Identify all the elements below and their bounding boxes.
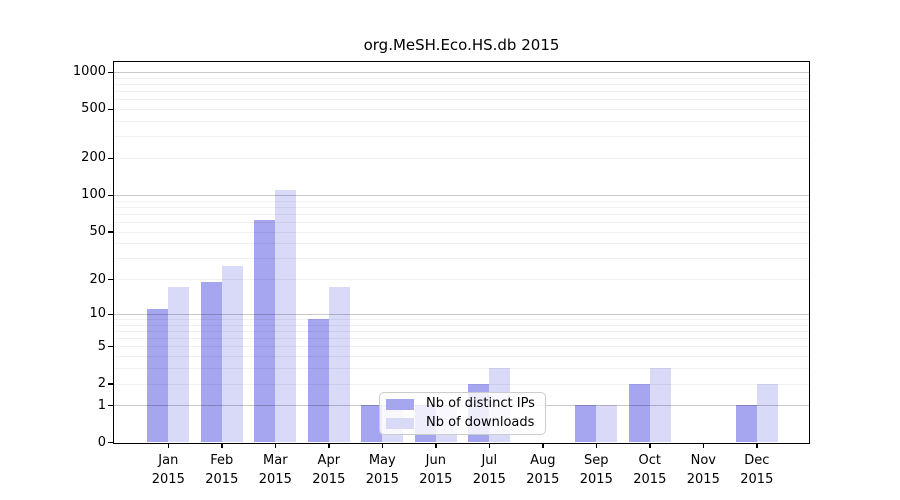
x-tick-label: Dec 2015: [740, 453, 774, 487]
legend-label-downloads: Nb of downloads: [426, 415, 535, 430]
gridline: [114, 206, 809, 208]
gridline: [114, 313, 809, 315]
y-tick-label: 2: [97, 375, 106, 391]
y-tick-mark: [108, 157, 113, 160]
bar-distinct-ips: [575, 405, 596, 443]
y-tick-mark: [108, 405, 113, 407]
gridline: [114, 213, 809, 215]
x-tick-label: Jan 2015: [151, 453, 185, 487]
legend-swatch-distinct-ips: [386, 398, 414, 410]
x-tick-label: Nov 2015: [686, 453, 720, 487]
x-tick-mark: [435, 443, 437, 448]
legend-label-distinct-ips: Nb of distinct IPs: [426, 396, 535, 411]
gridline: [114, 136, 809, 138]
bar-downloads: [756, 383, 778, 443]
bar-downloads: [649, 368, 671, 443]
bar-distinct-ips: [735, 405, 757, 443]
gridline: [114, 84, 809, 85]
x-tick-mark: [702, 443, 705, 448]
gridline: [114, 368, 809, 370]
x-tick-mark: [221, 443, 223, 448]
plot-area: [113, 61, 810, 444]
y-tick-mark: [108, 442, 113, 444]
legend-swatch-downloads: [386, 417, 414, 429]
gridline: [114, 121, 809, 122]
bar-distinct-ips: [254, 220, 275, 443]
gridline: [114, 231, 809, 233]
x-tick-label: Oct 2015: [633, 453, 667, 487]
gridline: [114, 324, 809, 326]
y-tick-mark: [108, 383, 113, 385]
gridline: [114, 356, 809, 358]
x-tick-label: Apr 2015: [312, 453, 346, 487]
x-tick-mark: [595, 443, 598, 448]
y-tick-label: 1000: [72, 64, 106, 80]
y-tick-label: 100: [81, 187, 106, 203]
bar-downloads: [596, 405, 617, 443]
bar-downloads: [168, 287, 189, 443]
gridline: [114, 383, 809, 385]
legend: Nb of distinct IPs Nb of downloads: [379, 392, 546, 435]
x-tick-label: Aug 2015: [526, 453, 560, 487]
bar-distinct-ips: [361, 405, 382, 443]
y-tick-mark: [108, 313, 113, 315]
y-tick-mark: [108, 194, 113, 197]
gridline: [114, 330, 809, 332]
x-tick-label: Sep 2015: [579, 453, 613, 487]
x-tick-label: Jun 2015: [419, 453, 453, 487]
x-tick-label: Jul 2015: [472, 453, 506, 487]
gridline: [114, 109, 809, 111]
bar-distinct-ips: [307, 319, 329, 443]
y-tick-mark: [108, 346, 113, 348]
gridline: [114, 91, 809, 93]
x-tick-label: May 2015: [365, 453, 399, 487]
y-tick-mark: [108, 108, 113, 111]
gridline: [114, 258, 809, 260]
x-tick-mark: [274, 443, 277, 448]
gridline: [114, 158, 809, 160]
x-tick-mark: [542, 443, 544, 448]
bar-distinct-ips: [200, 281, 222, 443]
gridline: [114, 200, 809, 202]
gridline: [114, 222, 809, 223]
x-tick-mark: [488, 443, 491, 448]
bar-downloads: [328, 287, 350, 443]
gridline: [114, 99, 809, 101]
x-tick-label: Mar 2015: [258, 453, 292, 487]
x-tick-mark: [167, 443, 170, 448]
y-tick-label: 50: [89, 223, 106, 239]
bar-distinct-ips: [147, 309, 168, 443]
x-tick-mark: [649, 443, 651, 448]
bar-downloads: [221, 265, 243, 443]
bar-downloads: [275, 189, 296, 443]
plot-area-inner: [114, 62, 809, 443]
gridline: [114, 77, 809, 79]
y-tick-label: 0: [97, 434, 106, 450]
x-tick-mark: [381, 443, 384, 448]
gridline: [114, 243, 809, 245]
y-tick-mark: [108, 231, 113, 233]
y-tick-mark: [108, 279, 113, 281]
y-tick-label: 5: [97, 338, 106, 354]
gridline: [114, 72, 809, 73]
y-tick-mark: [108, 71, 113, 74]
gridline: [114, 346, 809, 348]
y-tick-label: 20: [89, 271, 106, 287]
y-tick-label: 500: [81, 101, 106, 117]
x-tick-label: Feb 2015: [205, 453, 239, 487]
bar-distinct-ips: [628, 383, 650, 443]
gridline: [114, 319, 809, 320]
legend-item-distinct-ips: Nb of distinct IPs: [386, 397, 539, 411]
y-tick-label: 200: [81, 150, 106, 166]
gridline: [114, 195, 809, 196]
chart-title: org.MeSH.Eco.HS.db 2015: [363, 36, 560, 54]
y-tick-label: 1: [97, 397, 106, 413]
gridline: [114, 279, 809, 281]
legend-item-downloads: Nb of downloads: [386, 416, 539, 430]
x-tick-mark: [756, 443, 758, 448]
y-tick-label: 10: [89, 306, 106, 322]
x-tick-mark: [328, 443, 330, 448]
gridline: [114, 338, 809, 340]
